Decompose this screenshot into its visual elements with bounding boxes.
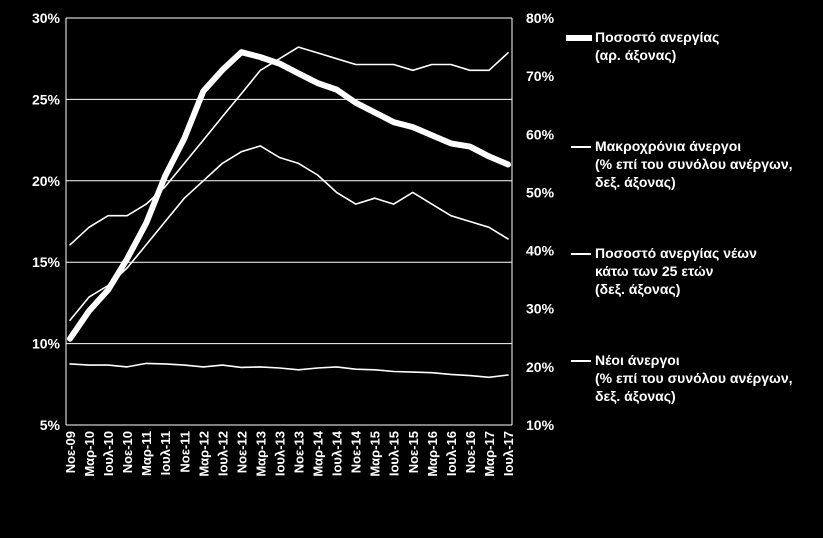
x-tick-label: Μαρ-15: [368, 431, 383, 477]
y-left-tick-label: 5%: [40, 417, 61, 433]
legend-swatch-unemployment-rate: [566, 35, 592, 41]
series-line-long-term-unemployed: [69, 46, 509, 246]
x-tick-label: Νοε-14: [349, 430, 364, 473]
x-tick-label: Μαρ-11: [139, 431, 154, 476]
series-line-youth-unemployment: [69, 145, 509, 322]
y-left-tick-label: 20%: [32, 173, 61, 189]
series-lines: [67, 46, 511, 379]
legend-label-new-unemployed: Νέοι άνεργοι (% επί του συνόλου ανέργων,…: [595, 352, 793, 404]
y-right-tick-label: 20%: [526, 359, 555, 375]
x-tick-label: Μαρ-16: [425, 431, 440, 477]
axes: [65, 18, 513, 426]
legend-swatch-youth-unemployment: [571, 253, 591, 255]
y-left-tick-label: 15%: [32, 254, 61, 270]
series-line-new-unemployed: [69, 362, 509, 379]
x-tick-label: Μαρ-10: [82, 431, 97, 477]
x-tick-label: Νοε-13: [292, 431, 307, 473]
y-left-tick-label: 10%: [32, 336, 61, 352]
x-tick-label: Νοε-09: [63, 431, 78, 473]
legend-label-unemployment-rate: Ποσοστό ανεργίας (αρ. άξονας): [595, 29, 720, 63]
x-tick-label: Νοε-15: [406, 431, 421, 473]
x-tick-label: Μαρ-14: [311, 430, 326, 476]
y-right-tick-label: 70%: [526, 68, 555, 84]
x-tick-label: Ιουλ-15: [387, 431, 402, 476]
x-tick-label: Μαρ-12: [196, 431, 211, 477]
legend-swatch-new-unemployed: [571, 360, 591, 362]
x-tick-label: Νοε-12: [234, 431, 249, 473]
y-right-tick-label: 10%: [526, 417, 555, 433]
y-right-tick-label: 60%: [526, 126, 555, 142]
x-tick-label: Ιουλ-11: [158, 431, 173, 475]
x-tick-label: Ιουλ-14: [330, 430, 345, 476]
legend-swatch-long-term-unemployed: [571, 146, 591, 148]
y-left-tick-label: 25%: [32, 91, 61, 107]
y-right-tick-label: 50%: [526, 184, 555, 200]
y-left-tick-label: 30%: [32, 10, 61, 26]
x-tick-label: Μαρ-17: [482, 431, 497, 477]
tick-labels: 5% 10% 15% 20% 25% 30% 10% 20% 30% 40% 50% 60% 70% 80…: [32, 10, 555, 477]
x-tick-label: Ιουλ-16: [444, 431, 459, 476]
legend-label-youth-unemployment: Ποσοστό ανεργίας νέων κάτω των 25 ετών (…: [595, 245, 757, 297]
y-right-tick-label: 80%: [526, 10, 555, 26]
x-tick-label: Ιουλ-13: [272, 431, 287, 476]
x-tick-label: Νοε-10: [120, 431, 135, 473]
grid-lines: [66, 17, 512, 345]
x-tick-label: Ιουλ-10: [101, 431, 116, 476]
x-tick-label: Ιουλ-12: [215, 431, 230, 476]
x-tick-label: Μαρ-13: [253, 431, 268, 477]
x-tick-label: Νοε-16: [463, 431, 478, 473]
legend-label-long-term-unemployed: Μακροχρόνια άνεργοι (% επί του συνόλου α…: [595, 138, 793, 190]
x-tick-label: Ιουλ-17: [501, 431, 516, 476]
y-right-tick-label: 40%: [526, 243, 555, 259]
y-right-tick-label: 30%: [526, 301, 555, 317]
x-tick-label: Νοε-11: [177, 431, 192, 473]
series-line-unemployment-rate: [67, 49, 511, 342]
